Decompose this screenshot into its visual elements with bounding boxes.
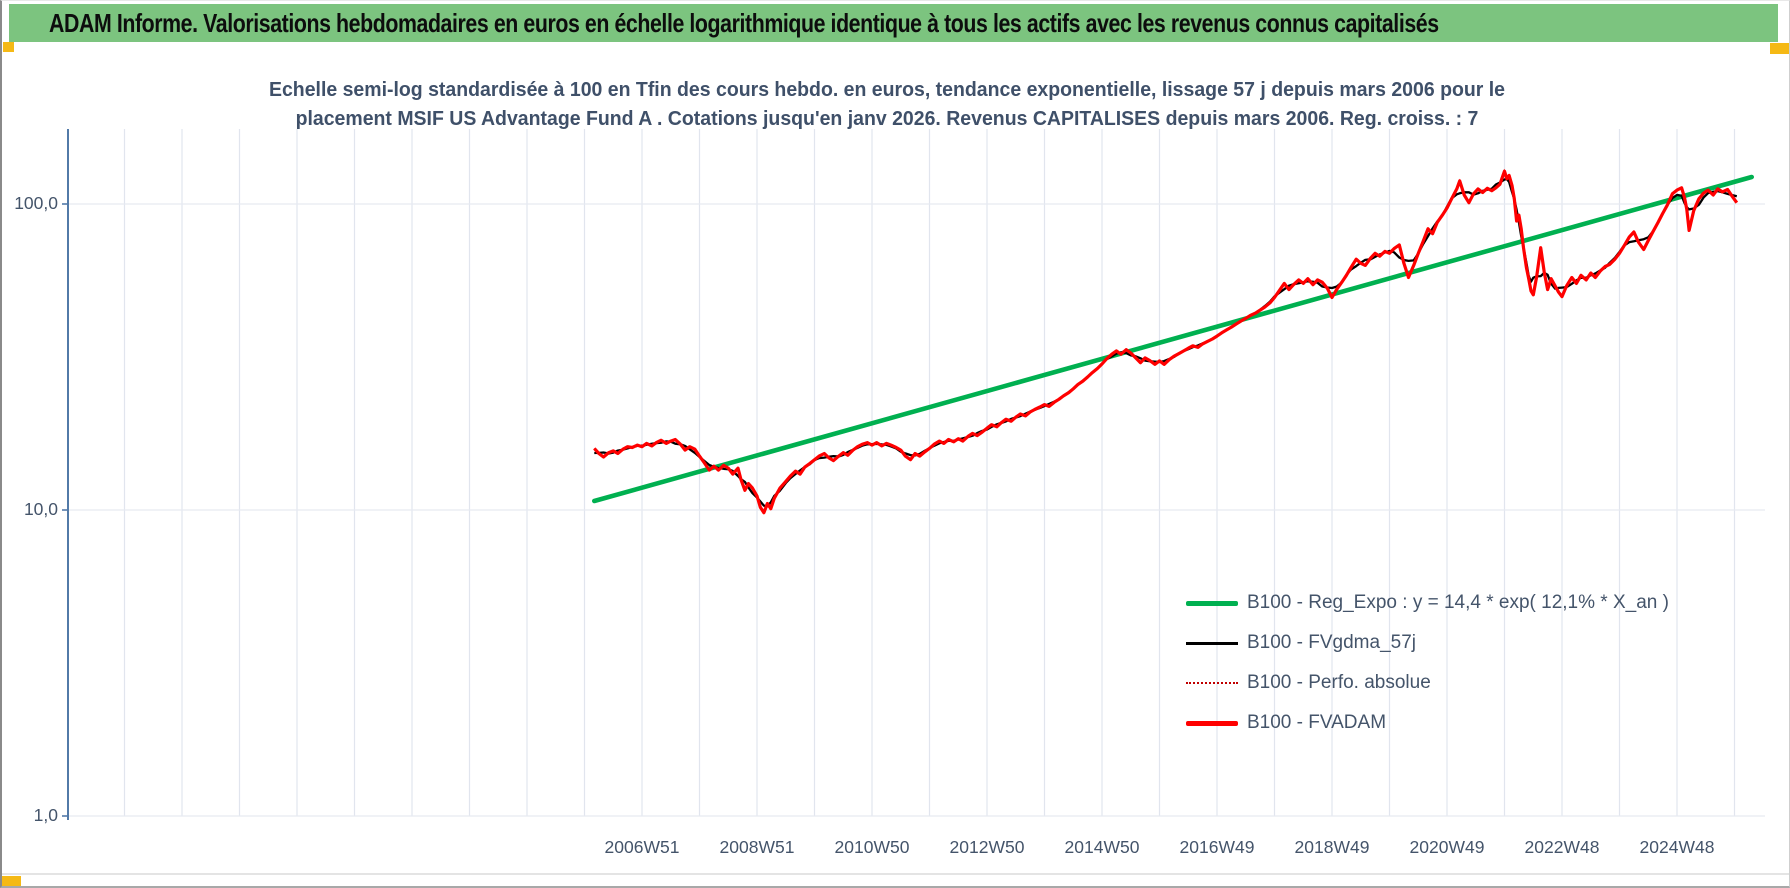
x-axis-tick-label: 2006W51	[604, 837, 680, 857]
series-reg-expo-line	[591, 174, 1754, 504]
x-axis-tick-label: 2014W50	[1064, 837, 1140, 857]
legend-swatch-red-line	[1186, 720, 1238, 726]
legend-item-fvgdma: B100 - FVgdma_57j	[1186, 623, 1669, 663]
chart-title: Echelle semi-log standardisée à 100 en T…	[122, 75, 1652, 133]
x-axis-tick-label: 2020W49	[1409, 837, 1485, 857]
legend-item-fvadam: B100 - FVADAM	[1186, 703, 1669, 743]
gold-marker-bottom-left	[2, 876, 21, 886]
legend-label: B100 - FVADAM	[1247, 712, 1387, 733]
x-axis-tick-label: 2012W50	[949, 837, 1025, 857]
x-axis-tick-label: 2022W48	[1524, 837, 1600, 857]
y-axis-tick-label: 1,0	[33, 805, 58, 825]
window-title: ADAM Informe. Valorisations hebdomadaire…	[49, 7, 1439, 38]
y-axis-tick-label: 10,0	[23, 499, 58, 519]
x-axis-tick-label: 2008W51	[719, 837, 795, 857]
series-fvadam-line	[593, 169, 1739, 515]
x-axis-tick-label: 2016W49	[1179, 837, 1255, 857]
y-axis-tick-label: 100,0	[14, 193, 58, 213]
x-axis-tick-label: 2024W48	[1639, 837, 1715, 857]
legend-swatch-dotted-red-line	[1186, 682, 1238, 684]
gold-marker-top-left	[3, 42, 14, 52]
bottom-divider	[2, 873, 1789, 875]
chart-title-line2: placement MSIF US Advantage Fund A . Cot…	[295, 107, 1479, 130]
legend-item-perfo-absolue: B100 - Perfo. absolue	[1186, 663, 1669, 703]
header-bar: ADAM Informe. Valorisations hebdomadaire…	[9, 4, 1778, 42]
legend-swatch-black-line	[1186, 641, 1238, 645]
x-axis-tick-label: 2018W49	[1294, 837, 1370, 857]
legend-label: B100 - Perfo. absolue	[1247, 672, 1431, 693]
legend-label: B100 - Reg_Expo : y = 14,4 * exp( 12,1% …	[1247, 592, 1669, 613]
legend-swatch-green-line	[1186, 600, 1238, 606]
x-axis-tick-label: 2010W50	[834, 837, 910, 857]
legend: B100 - Reg_Expo : y = 14,4 * exp( 12,1% …	[1186, 583, 1669, 743]
chart-title-line1: Echelle semi-log standardisée à 100 en T…	[268, 78, 1506, 101]
legend-item-reg-expo: B100 - Reg_Expo : y = 14,4 * exp( 12,1% …	[1186, 583, 1669, 623]
gold-marker-top-right	[1770, 43, 1789, 54]
legend-label: B100 - FVgdma_57j	[1247, 632, 1416, 653]
